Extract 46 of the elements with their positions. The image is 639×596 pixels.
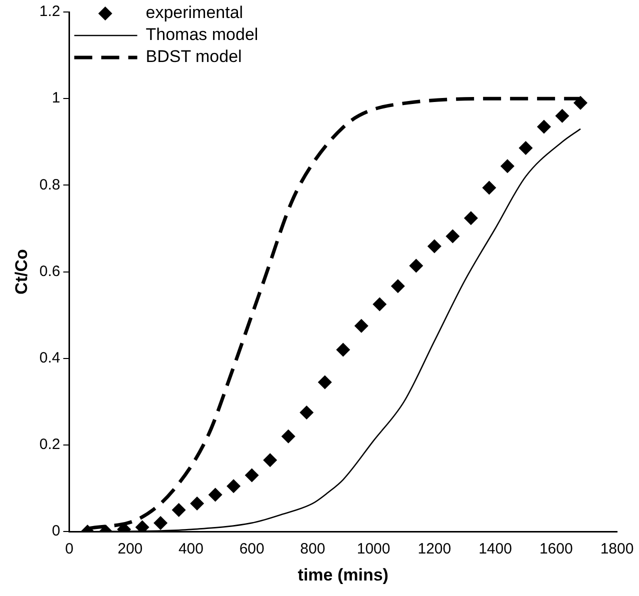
point (482, 180, 496, 195)
x-tick-label: 1200 (418, 540, 452, 558)
point (464, 211, 478, 226)
point (372, 297, 387, 312)
x-tick-label: 200 (118, 540, 143, 558)
point (573, 96, 588, 110)
point (300, 406, 314, 420)
point (263, 453, 278, 468)
y-tick-label: 0.6 (39, 262, 60, 280)
x-tick-label: 1800 (600, 540, 634, 558)
point (518, 140, 533, 155)
x-tick-label: 1400 (478, 540, 512, 558)
point (318, 375, 332, 390)
x-tick-label: 0 (65, 540, 74, 558)
point (390, 279, 405, 294)
point (409, 258, 424, 273)
point (208, 488, 222, 502)
point (536, 120, 551, 134)
point (446, 229, 460, 244)
legend-label: Thomas model (146, 25, 258, 44)
point (354, 318, 368, 333)
x-tick-label: 400 (178, 540, 204, 558)
x-tick-label: 800 (300, 540, 326, 558)
point (500, 159, 514, 174)
y-tick-label: 1.2 (39, 3, 60, 20)
point (281, 429, 296, 444)
y-axis-title: Ct/Co (12, 249, 31, 294)
point (172, 502, 186, 517)
y-tick-label: 0.8 (39, 176, 60, 194)
x-axis-title: time (mins) (298, 565, 388, 584)
y-tick-label: 0.4 (39, 350, 60, 367)
x-tick-label: 1600 (539, 540, 573, 558)
x-tick-label: 600 (239, 540, 264, 558)
y-tick-label: 0.2 (39, 436, 60, 454)
point (336, 342, 350, 357)
point (244, 468, 259, 482)
legend-label: BDST model (146, 47, 242, 66)
point (190, 496, 204, 510)
x-tick-label: 1000 (356, 540, 390, 558)
y-tick-label: 1 (52, 90, 60, 107)
legend-label: experimental (146, 3, 244, 22)
y-tick-label: 0 (52, 522, 60, 540)
point (154, 516, 168, 530)
point (427, 239, 442, 254)
point (555, 108, 570, 123)
point (226, 479, 241, 494)
